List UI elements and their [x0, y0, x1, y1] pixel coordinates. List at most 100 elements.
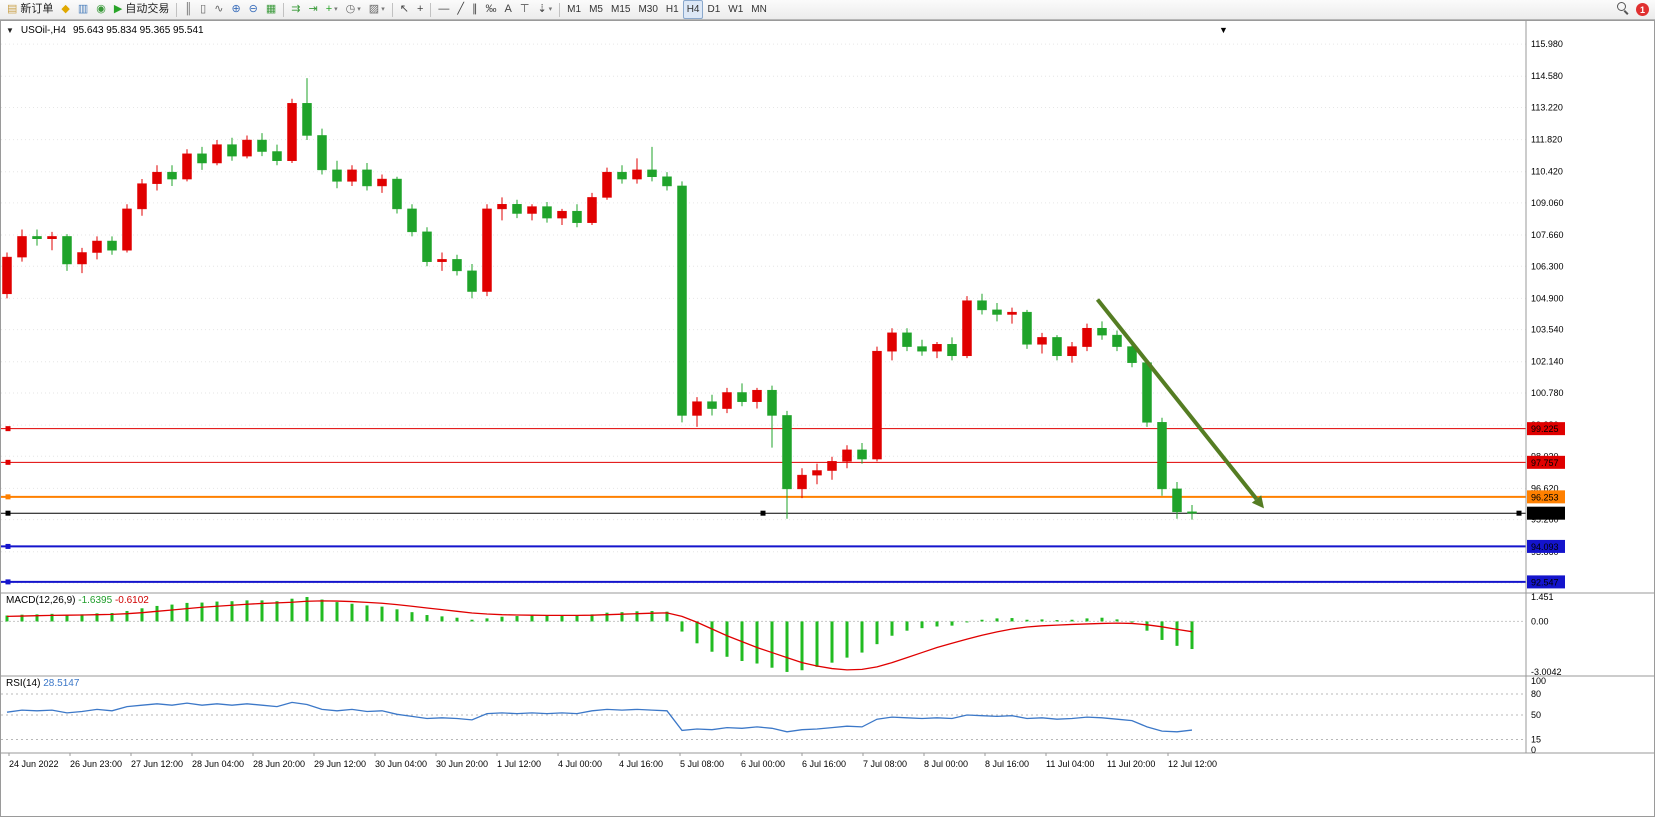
- auto-scroll-icon: ⇉: [291, 3, 301, 15]
- bar-chart-button[interactable]: ║: [180, 0, 196, 19]
- trendline-button[interactable]: ╱: [453, 0, 468, 19]
- svg-text:110.420: 110.420: [1531, 167, 1563, 177]
- svg-text:50: 50: [1531, 710, 1541, 720]
- line-handle[interactable]: [5, 579, 11, 585]
- market-watch-icon: ▥: [77, 3, 89, 15]
- line-handle[interactable]: [5, 510, 11, 516]
- templates-icon: ▨: [368, 3, 380, 15]
- chart-canvas[interactable]: 115.980 114.580 113.220 111.820 110.420 109.0…: [1, 21, 1654, 814]
- timeframe-m15[interactable]: M15: [610, 3, 631, 15]
- trend-arrow[interactable]: [1095, 298, 1265, 509]
- rsi-name: RSI(14): [6, 678, 41, 689]
- periods-icon: ◷: [345, 3, 356, 15]
- indicators-button[interactable]: + ▾: [322, 0, 342, 19]
- horizontal-lines-layer: [1, 426, 1526, 585]
- timeframe-h4[interactable]: H4: [682, 0, 704, 19]
- svg-text:28 Jun 04:00: 28 Jun 04:00: [192, 759, 244, 769]
- hline-icon: —: [438, 3, 450, 15]
- auto-trading-button[interactable]: ▶ 自动交易: [110, 0, 173, 19]
- line-handle[interactable]: [5, 426, 11, 432]
- zoom-out-icon: ⊖: [248, 3, 258, 15]
- new-order-button[interactable]: ▤ 新订单: [3, 0, 57, 19]
- price-badges: 99.225 97.757 96.253 95.541 94.093 92.547: [1527, 422, 1565, 589]
- svg-text:114.580: 114.580: [1531, 71, 1563, 81]
- rsi-label: RSI(14) 28.5147: [6, 678, 79, 689]
- svg-text:96.620: 96.620: [1531, 483, 1559, 493]
- auto-trading-button-label: 自动交易: [125, 3, 170, 15]
- main-toolbar: ▤ 新订单 ◆ ▥ ◉ ▶ 自动交易 ║ ▯ ∿ ⊕ ⊖ ▦ ⇉ ⇥ + ▾ ◷ ▾ ▨ ▾ ↖ + — ╱ ∥ ‰ A ⊤ ⇣ ▾ M1 M5…: [0, 0, 1655, 20]
- toolbar-separator: [559, 2, 561, 17]
- toolbar-separator: [283, 2, 285, 17]
- label-button[interactable]: ⊤: [516, 0, 534, 19]
- toolbar-separator: [176, 2, 178, 17]
- svg-text:113.220: 113.220: [1531, 102, 1563, 112]
- zoom-out-button[interactable]: ⊖: [245, 0, 262, 19]
- periods-button[interactable]: ◷ ▾: [342, 0, 365, 19]
- svg-text:107.660: 107.660: [1531, 230, 1564, 240]
- line-handle[interactable]: [760, 510, 766, 516]
- tile-windows-icon: ▦: [265, 3, 277, 15]
- candlestick-chart-icon: ▯: [200, 3, 207, 15]
- cursor-button[interactable]: ↖: [396, 0, 413, 19]
- text-button[interactable]: A: [501, 0, 516, 19]
- chevron-down-icon[interactable]: ▾: [548, 6, 553, 13]
- svg-text:8 Jul 00:00: 8 Jul 00:00: [924, 759, 968, 769]
- line-chart-button[interactable]: ∿: [210, 0, 227, 19]
- chart-symbol-info: ▼ USOil-,H4 95.643 95.834 95.365 95.541: [6, 25, 204, 36]
- rsi-value: 28.5147: [43, 678, 80, 689]
- crosshair-button[interactable]: +: [413, 0, 427, 19]
- channel-icon: ∥: [472, 3, 478, 15]
- line-handle[interactable]: [5, 543, 11, 549]
- market-watch-button[interactable]: ▥: [74, 0, 92, 19]
- line-handle[interactable]: [1516, 510, 1522, 516]
- timeframe-mn[interactable]: MN: [751, 3, 767, 15]
- cursor-icon: ↖: [399, 3, 409, 15]
- timeframe-d1[interactable]: D1: [707, 3, 721, 15]
- timeframe-m1[interactable]: M1: [567, 3, 582, 15]
- chevron-down-icon[interactable]: ▾: [357, 6, 361, 13]
- svg-text:92.547: 92.547: [1531, 577, 1559, 587]
- svg-text:104.900: 104.900: [1531, 293, 1564, 303]
- chart-shift-button[interactable]: ⇥: [305, 0, 322, 19]
- sounds-icon: ◉: [96, 3, 106, 15]
- search-icon[interactable]: [1615, 0, 1629, 19]
- symbol-name: USOil-,H4: [20, 25, 66, 36]
- svg-text:102.140: 102.140: [1531, 357, 1564, 367]
- candlestick-chart-button[interactable]: ▯: [196, 0, 210, 19]
- metaeditor-button[interactable]: ◆: [57, 0, 73, 19]
- svg-text:99.225: 99.225: [1531, 424, 1559, 434]
- hline-button[interactable]: —: [434, 0, 453, 19]
- timeframe-m30[interactable]: M30: [638, 3, 658, 15]
- channel-button[interactable]: ∥: [468, 0, 482, 19]
- timeframe-m5[interactable]: M5: [589, 3, 603, 15]
- svg-text:95.541: 95.541: [1531, 509, 1559, 519]
- metaeditor-icon: ◆: [61, 3, 70, 15]
- price-badge: [1527, 539, 1565, 553]
- timeframe-h1[interactable]: H1: [665, 3, 679, 15]
- chevron-down-icon[interactable]: ▾: [334, 6, 338, 13]
- symbol-dropdown-icon[interactable]: ▼: [6, 26, 14, 35]
- sounds-button[interactable]: ◉: [92, 0, 110, 19]
- price-badge: [1527, 575, 1565, 589]
- macd-label: MACD(12,26,9) -1.6395 -0.6102: [6, 595, 149, 606]
- line-handle[interactable]: [5, 494, 11, 500]
- auto-scroll-button[interactable]: ⇉: [287, 0, 304, 19]
- svg-text:7 Jul 08:00: 7 Jul 08:00: [863, 759, 907, 769]
- svg-text:96.253: 96.253: [1531, 492, 1559, 502]
- notification-badge[interactable]: 1: [1636, 3, 1649, 16]
- templates-button[interactable]: ▨ ▾: [365, 0, 389, 19]
- fibonacci-icon: ‰: [485, 3, 497, 15]
- arrows-button[interactable]: ⇣ ▾: [533, 0, 556, 19]
- price-badge: [1527, 490, 1565, 504]
- svg-text:29 Jun 12:00: 29 Jun 12:00: [314, 759, 366, 769]
- line-handle[interactable]: [5, 459, 11, 465]
- label-icon: ⊤: [519, 3, 530, 15]
- svg-text:4 Jul 00:00: 4 Jul 00:00: [558, 759, 602, 769]
- tile-windows-button[interactable]: ▦: [262, 0, 280, 19]
- fibonacci-button[interactable]: ‰: [482, 0, 501, 19]
- chevron-down-icon[interactable]: ▾: [381, 6, 385, 13]
- timeframe-w1[interactable]: W1: [728, 3, 744, 15]
- new-order-icon: ▤: [7, 3, 18, 15]
- zoom-in-button[interactable]: ⊕: [227, 0, 244, 19]
- candles-layer: [2, 78, 1197, 520]
